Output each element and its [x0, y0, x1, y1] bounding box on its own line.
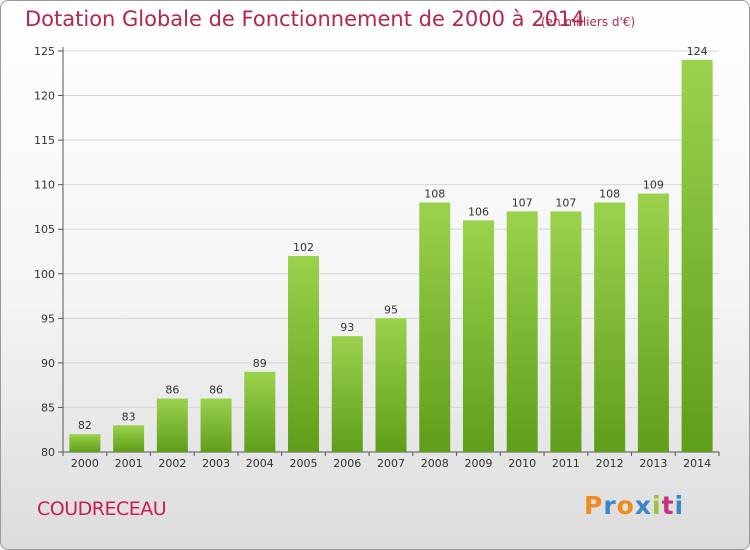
data-label: 124 [687, 45, 708, 58]
bar-2002 [156, 398, 188, 452]
logo-letter: r [603, 491, 617, 520]
bar-2007 [375, 318, 407, 452]
data-label: 86 [165, 384, 179, 397]
proxiti-logo: Proxiti [584, 491, 684, 520]
bar-2009 [462, 220, 494, 452]
bar-2012 [594, 202, 626, 452]
x-tick-label: 2003 [202, 457, 230, 470]
commune-name: COUDRECEAU [37, 498, 167, 520]
x-tick-label: 2000 [71, 457, 99, 470]
data-label: 95 [384, 303, 398, 316]
y-tick-label: 80 [41, 446, 55, 459]
x-tick-label: 2008 [421, 457, 449, 470]
logo-letter: P [584, 491, 604, 520]
data-label: 109 [643, 179, 664, 192]
x-tick-label: 2005 [290, 457, 318, 470]
x-tick-label: 2001 [115, 457, 143, 470]
bar-2006 [331, 336, 363, 452]
y-tick-label: 95 [41, 312, 55, 325]
data-label: 89 [253, 357, 267, 370]
data-label: 108 [599, 187, 620, 200]
x-tick-label: 2012 [596, 457, 624, 470]
x-tick-label: 2007 [377, 457, 405, 470]
x-tick-label: 2002 [158, 457, 186, 470]
data-label: 106 [468, 205, 489, 218]
data-labels: 82 83 86 86 89 102 93 95 108 106 107 107 108 109 124 [78, 45, 708, 432]
bar-2014 [681, 59, 713, 453]
y-tick-label: 115 [34, 134, 55, 147]
y-tick-label: 85 [41, 401, 55, 414]
y-tick-label: 90 [41, 357, 55, 370]
data-label: 102 [293, 241, 314, 254]
bar-2004 [244, 371, 276, 452]
data-label: 82 [78, 419, 92, 432]
y-tick-label: 120 [34, 90, 55, 103]
x-tick-label: 2004 [246, 457, 274, 470]
data-label: 108 [424, 187, 445, 200]
y-tick-label: 105 [34, 223, 55, 236]
logo-letter: t [661, 491, 675, 520]
data-label: 107 [512, 196, 533, 209]
logo-letter: x [634, 491, 652, 520]
bar-2011 [550, 211, 582, 452]
x-tick-label: 2011 [552, 457, 580, 470]
bar-2008 [419, 202, 451, 452]
logo-letter: i [674, 491, 685, 520]
data-label: 86 [209, 384, 223, 397]
axes: 80 85 90 95 100 105 110 115 120 125 2000 2001 2002 20… [34, 45, 720, 470]
y-tick-label: 100 [34, 268, 55, 281]
bar-2005 [288, 255, 320, 452]
logo-letter: o [616, 491, 635, 520]
bar-2000 [69, 434, 101, 452]
logo-letter: i [652, 491, 662, 520]
bar-2003 [200, 398, 232, 452]
data-label: 93 [340, 321, 354, 334]
x-tick-label: 2010 [508, 457, 536, 470]
bar-2001 [113, 425, 145, 452]
x-tick-label: 2013 [639, 457, 667, 470]
bar-2010 [506, 211, 538, 452]
bar-2013 [637, 193, 669, 453]
bars [69, 59, 713, 453]
x-tick-label: 2009 [464, 457, 492, 470]
y-tick-label: 125 [34, 45, 55, 58]
y-tick-label: 110 [34, 179, 55, 192]
x-tick-label: 2014 [683, 457, 711, 470]
data-label: 107 [555, 196, 576, 209]
data-label: 83 [122, 410, 136, 423]
chart-title: Dotation Globale de Fonctionnement de 20… [25, 7, 585, 31]
x-tick-label: 2006 [333, 457, 361, 470]
chart-subtitle: (en milliers d'€) [541, 15, 636, 29]
